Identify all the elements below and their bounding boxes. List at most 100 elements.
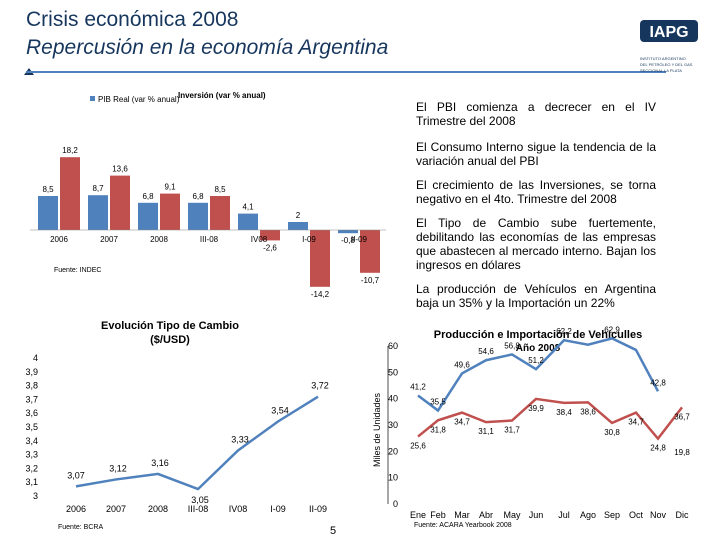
chart2-xtick-III-08: III-08 xyxy=(188,504,209,514)
chart2-xtick-I-09: I-09 xyxy=(270,504,286,514)
chart3-extra-label: 19,8 xyxy=(674,448,690,457)
bar-pib-I-09 xyxy=(288,222,308,230)
chart3-label-importacion-Nov: 24,8 xyxy=(650,444,666,453)
chart3-ytick-6: 0 xyxy=(393,499,398,509)
chart2-xtick-IV08: IV08 xyxy=(229,504,248,514)
chart3-label-importacion-Jul: 38,4 xyxy=(556,408,572,417)
chart3-label-produccion-Ene: 41,2 xyxy=(410,383,426,392)
xtick-2008: 2008 xyxy=(150,235,168,244)
label-inversion-2008: 9,1 xyxy=(164,183,176,192)
label-inversion-III-08: 8,5 xyxy=(214,185,226,194)
chart3-label-importacion-Jun: 39,9 xyxy=(528,404,544,413)
chart3-label-importacion-Oct: 34,7 xyxy=(628,418,644,427)
chart3-label-importacion-Ago: 38,6 xyxy=(580,407,596,416)
chart3-xtick-Sep: Sep xyxy=(604,510,620,520)
chart2-ytick-8: 3,2 xyxy=(26,463,38,473)
label-pib-I-09: 2 xyxy=(296,211,301,220)
label-inversion-2006: 18,2 xyxy=(62,146,78,155)
bar-inversion-2007 xyxy=(110,175,130,230)
chart3-xtick-Mar: Mar xyxy=(454,510,470,520)
legend-inversion-label: Inversión (var % anual) xyxy=(178,91,266,100)
chart3-title-line1: Producción e Importación de Vehículles xyxy=(434,329,642,341)
chart3-label-produccion-Mar: 49,6 xyxy=(454,360,470,369)
importacion-line xyxy=(417,397,683,441)
chart3-xtick-Oct: Oct xyxy=(629,510,644,520)
label-pib-2006: 8,5 xyxy=(42,185,54,194)
tipo-cambio-line xyxy=(75,395,319,491)
chart3-xtick-Abr: Abr xyxy=(479,510,493,520)
chart2-xtick-II-09: II-09 xyxy=(309,504,327,514)
logo-text: IAPG xyxy=(649,24,688,41)
chart3-label-produccion-Jun: 51,2 xyxy=(528,356,544,365)
chart3-label-produccion-Jul: 62,2 xyxy=(556,327,572,336)
chart2-ytick-0: 4 xyxy=(33,353,38,363)
label-pib-II-09: -0,8 xyxy=(341,236,355,245)
bar-pib-III-08 xyxy=(188,202,208,230)
bar-inversion-II-09 xyxy=(360,230,380,273)
chart3-label-produccion-Sep: 62,9 xyxy=(604,325,620,334)
chart3-label-importacion-Ene: 25,6 xyxy=(410,442,426,451)
label-inversion-IV08: -2,6 xyxy=(263,243,277,252)
xtick-IV08: IV08 xyxy=(251,235,268,244)
label-inversion-II-09: -10,7 xyxy=(361,276,380,285)
chart3-ytick-4: 20 xyxy=(388,446,398,456)
chart2-ytick-6: 3,4 xyxy=(26,436,38,446)
chart3-xtick-Jun: Jun xyxy=(529,510,544,520)
page-number: 5 xyxy=(330,525,336,537)
chart2-label-IV08: 3,33 xyxy=(231,434,249,444)
note-consumo: El Consumo Interno sigue la tendencia de… xyxy=(416,140,656,168)
chart3-label-importacion-Abr: 31,1 xyxy=(478,427,494,436)
xtick-2007: 2007 xyxy=(100,235,118,244)
label-pib-III-08: 6,8 xyxy=(192,192,204,201)
page-subtitle: Repercusión en la economía Argentina xyxy=(26,36,389,59)
chart2-label-2008: 3,16 xyxy=(151,458,169,468)
chart-pib-inversion: PIB Real (var % anual) Inversión (var % … xyxy=(30,91,386,299)
chart2-title-line2: ($/USD) xyxy=(150,334,190,346)
chart2-label-2007: 3,12 xyxy=(109,463,127,473)
note-vehiculos: La producción de Vehículos en Argentina … xyxy=(416,282,656,310)
chart-tipo-cambio: Evolución Tipo de Cambio ($/USD) 4 3,9 3,8… xyxy=(26,320,336,537)
label-pib-2007: 8,7 xyxy=(92,184,104,193)
chart3-label-importacion-May: 31,7 xyxy=(504,426,520,435)
chart3-label-produccion-May: 56,8 xyxy=(504,341,520,350)
chart2-ytick-10: 3 xyxy=(33,491,38,501)
chart3-xtick-Jul: Jul xyxy=(558,510,570,520)
note-inversiones: El crecimiento de las Inversiones, se to… xyxy=(416,178,656,206)
bar-pib-IV08 xyxy=(238,213,258,230)
chart3-ytick-5: 10 xyxy=(388,473,398,483)
chart3-ytick-2: 40 xyxy=(388,394,398,404)
chart2-label-II-09: 3,72 xyxy=(311,381,329,391)
logo-line-3: SECCIONAL LA PLATA xyxy=(640,68,682,73)
bar-pib-2006 xyxy=(38,196,58,230)
chart3-ytick-3: 30 xyxy=(388,420,398,430)
chart2-ytick-5: 3,5 xyxy=(26,422,38,432)
label-inversion-I-09: -14,2 xyxy=(311,290,330,299)
chart3-xtick-May: May xyxy=(503,510,521,520)
chart3-label-importacion-Sep: 30,8 xyxy=(604,428,620,437)
title-divider xyxy=(26,71,666,73)
chart2-ytick-9: 3,1 xyxy=(26,477,38,487)
xtick-II-09: II-09 xyxy=(351,235,368,244)
chart1-source: Fuente: INDEC xyxy=(54,267,101,274)
label-inversion-2007: 13,6 xyxy=(112,165,128,174)
chart3-title-line2: Año 2008 xyxy=(516,343,561,354)
xtick-I-09: I-09 xyxy=(302,235,316,244)
chart3-xtick-Feb: Feb xyxy=(430,510,446,520)
chart3-label-importacion-Feb: 31,8 xyxy=(430,425,446,434)
chart3-xtick-Ago: Ago xyxy=(580,510,596,520)
page-title: Crisis económica 2008 xyxy=(26,8,239,31)
chart2-label-III-08: 3,05 xyxy=(191,495,209,505)
bar-pib-2008 xyxy=(138,202,158,230)
chart2-ytick-2: 3,8 xyxy=(26,381,38,391)
note-pbi: El PBI comienza a decrecer en el IV Trim… xyxy=(416,100,656,128)
chart3-xtick-Nov: Nov xyxy=(650,510,667,520)
label-pib-2008: 6,8 xyxy=(142,192,154,201)
produccion-line xyxy=(417,337,660,413)
chart2-label-2006: 3,07 xyxy=(67,470,85,480)
chart2-source: Fuente: BCRA xyxy=(58,524,103,531)
chart2-ytick-7: 3,3 xyxy=(26,450,38,460)
logo-line-1: INSTITUTO ARGENTINO xyxy=(640,56,686,61)
chart3-xtick-Ene: Ene xyxy=(410,510,426,520)
chart3-label-importacion-Dic: 36,7 xyxy=(674,412,690,421)
legend-pib-swatch xyxy=(90,96,95,101)
